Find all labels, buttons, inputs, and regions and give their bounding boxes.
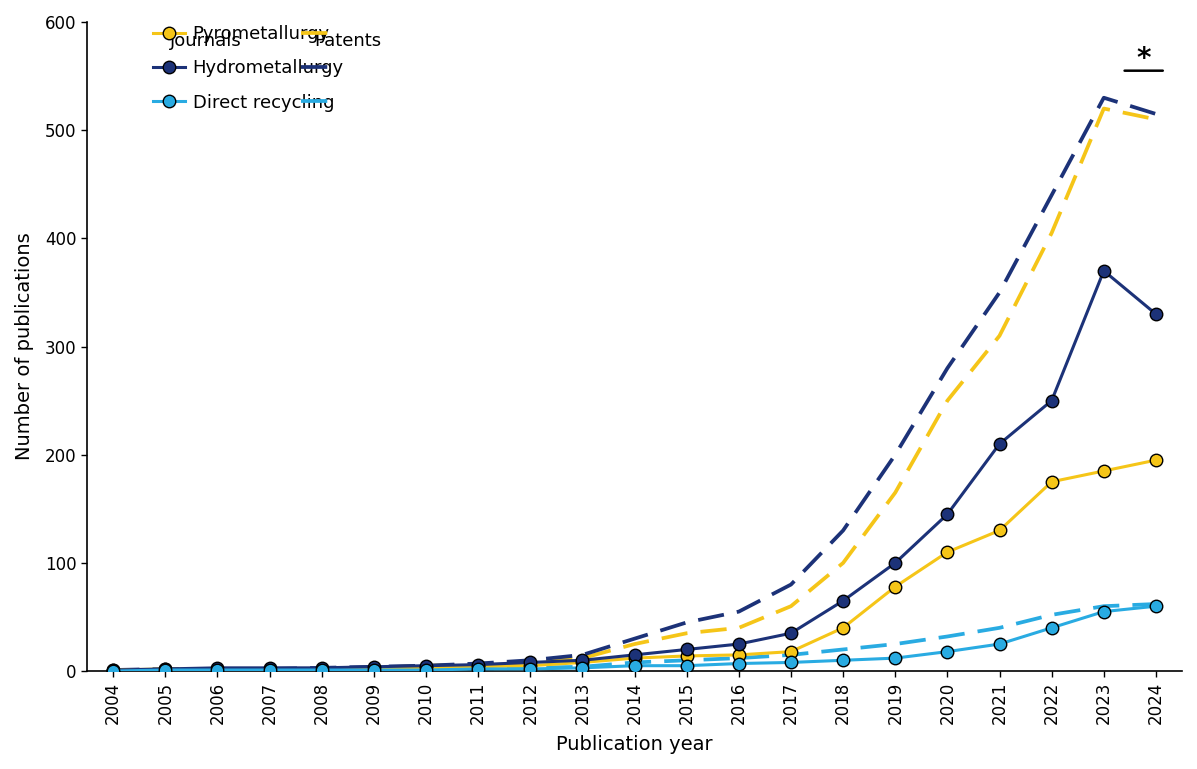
Text: *: * [1136,45,1152,73]
Y-axis label: Number of publications: Number of publications [16,233,34,461]
Legend: , , : , , [300,25,335,112]
Text: Journals: Journals [170,32,242,50]
Text: Patents: Patents [314,32,382,50]
X-axis label: Publication year: Publication year [557,735,713,754]
